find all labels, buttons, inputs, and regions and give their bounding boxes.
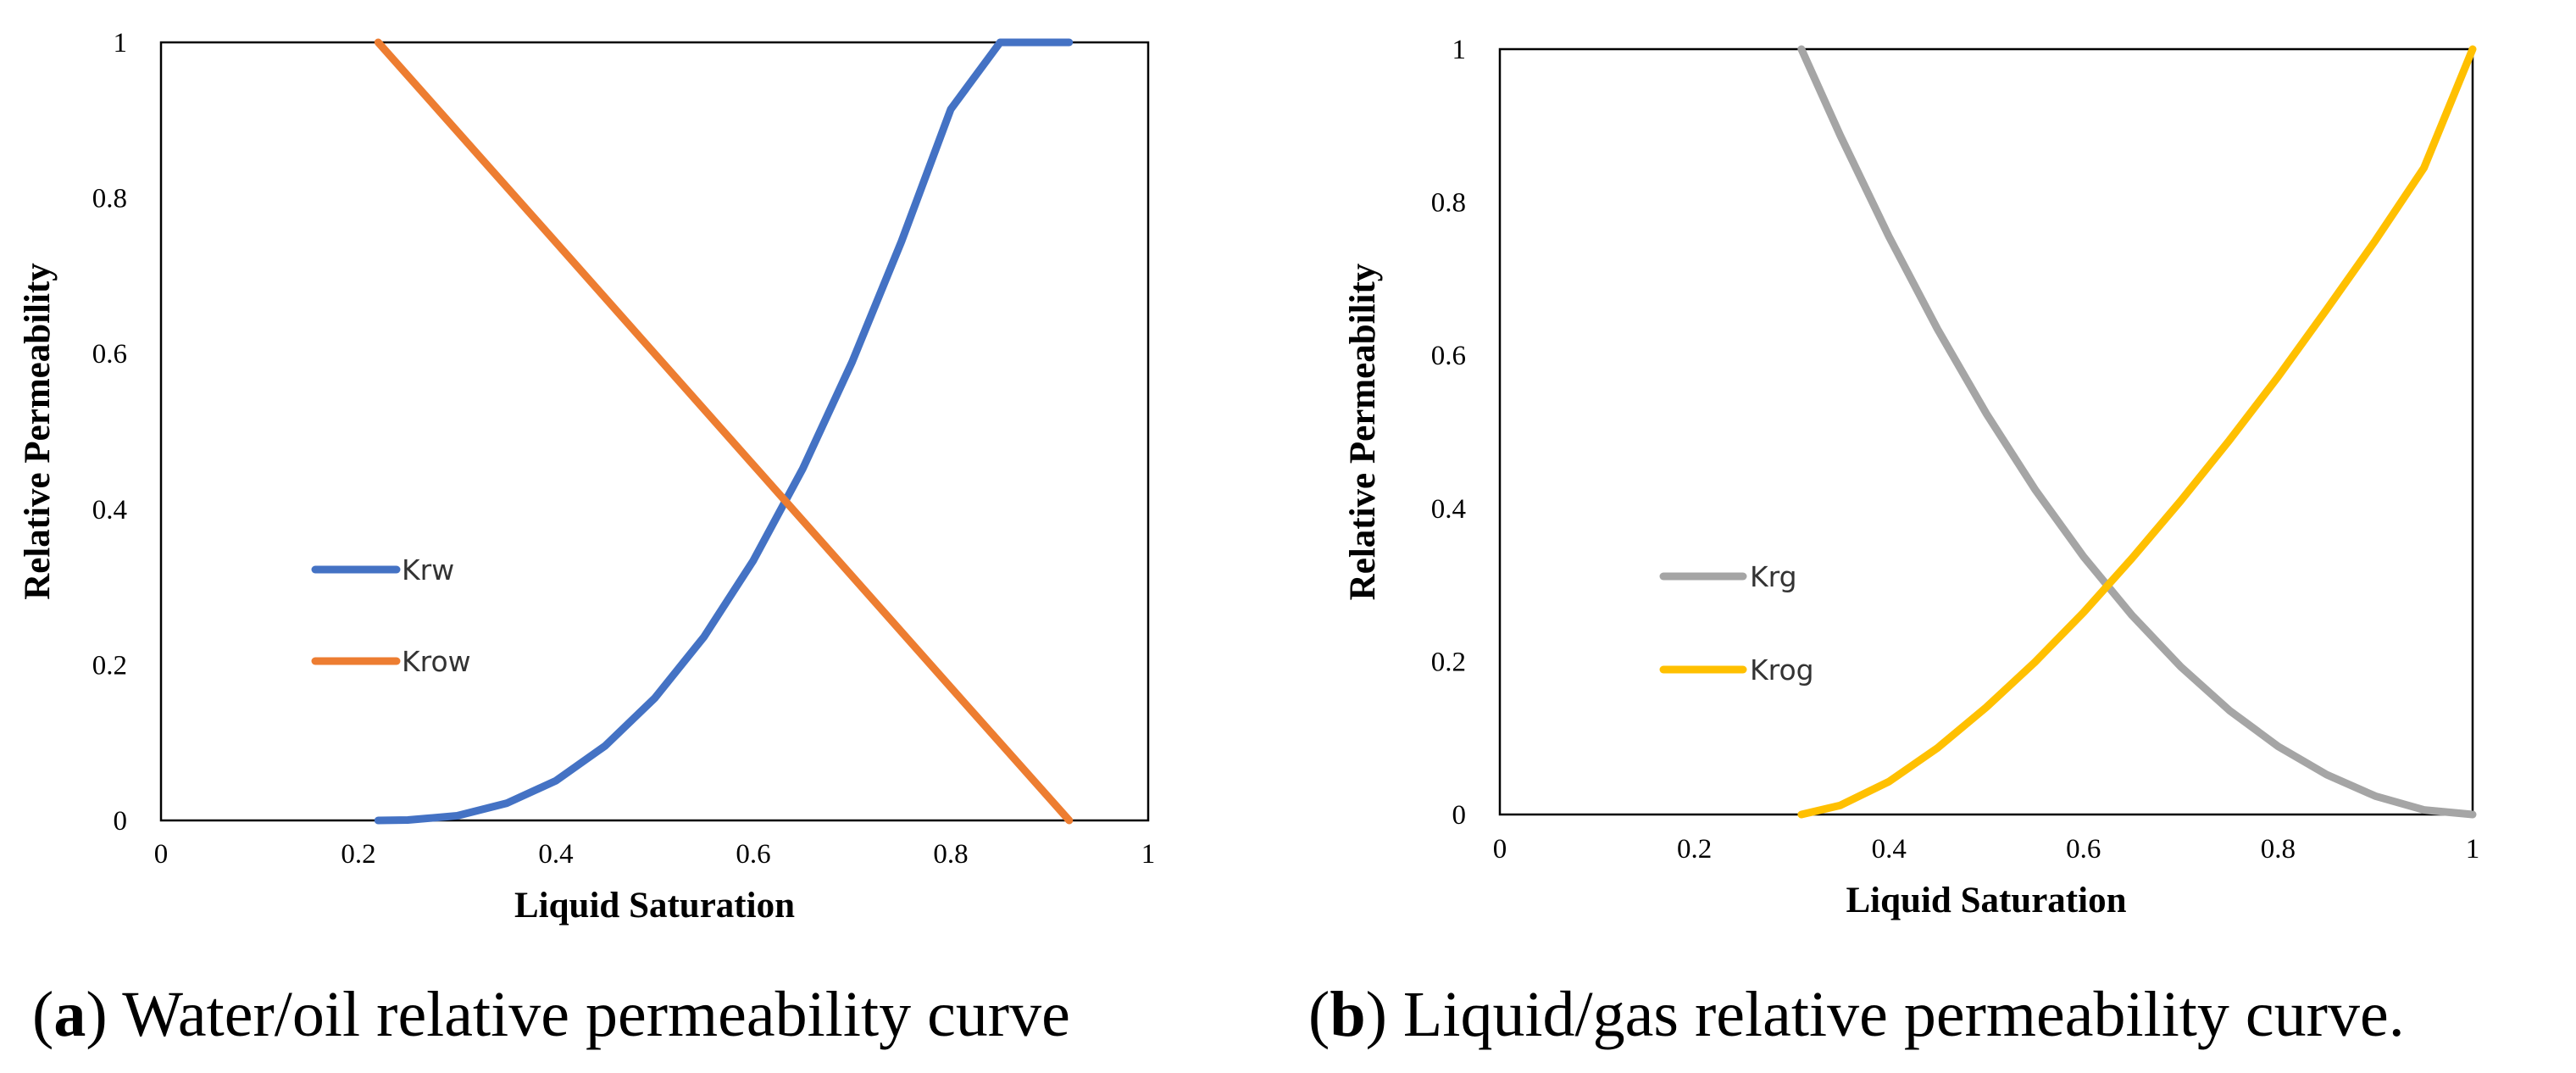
y-axis-title: Relative Permeability bbox=[18, 263, 58, 600]
legend-entry-krg: Krg bbox=[1659, 560, 1797, 593]
legend-label-krog: Krog bbox=[1750, 653, 1814, 687]
caption-open-paren: ( bbox=[1308, 979, 1330, 1050]
x-tick-label: 0 bbox=[1493, 834, 1507, 865]
x-tick-label: 0.2 bbox=[1677, 834, 1712, 865]
figure-caption: (b) Liquid/gas relative permeability cur… bbox=[1308, 979, 2405, 1050]
x-tick-label: 0.4 bbox=[1872, 834, 1907, 865]
caption-open-paren: ( bbox=[32, 979, 53, 1050]
plot-frame bbox=[159, 41, 1150, 822]
y-tick-label: 0 bbox=[1452, 800, 1467, 831]
x-axis-title: Liquid Saturation bbox=[1846, 881, 2127, 920]
y-tick-label: 0.2 bbox=[92, 650, 127, 681]
x-tick-label: 0.6 bbox=[2066, 834, 2101, 865]
plot-frame bbox=[1498, 47, 2474, 816]
caption-close-paren: ) bbox=[86, 979, 107, 1050]
legend-entry-krog: Krog bbox=[1659, 653, 1814, 687]
y-tick-label: 0.8 bbox=[1431, 188, 1466, 219]
caption-description: Liquid/gas relative permeability curve. bbox=[1387, 979, 2405, 1050]
series-line-krow bbox=[374, 38, 1074, 825]
charts-layer: 0 0.2 0.4 0.6 0.8 1 0 0.2 0.4 0.6 0.8 1 Liquid Satur… bbox=[18, 28, 2479, 1050]
x-tick-label: 0.6 bbox=[736, 839, 770, 870]
x-tick-label: 1 bbox=[1141, 839, 1156, 870]
chart-panel-b: 0 0.2 0.4 0.6 0.8 1 0 0.2 0.4 0.6 0.8 1 Liquid Satur… bbox=[1308, 35, 2479, 1050]
legend-entry-krow: Krow bbox=[311, 645, 471, 678]
x-tick-label: 0.4 bbox=[538, 839, 573, 870]
y-tick-label: 0.4 bbox=[1431, 494, 1466, 525]
figure-caption: (a) Water/oil relative permeability curv… bbox=[32, 979, 1070, 1050]
chart-panel-a: 0 0.2 0.4 0.6 0.8 1 0 0.2 0.4 0.6 0.8 1 Liquid Satur… bbox=[18, 28, 1155, 1050]
legend-entry-krw: Krw bbox=[311, 553, 454, 587]
x-tick-label: 0.8 bbox=[2261, 834, 2296, 865]
caption-panel-letter: b bbox=[1330, 979, 1365, 1050]
y-tick-label: 0 bbox=[114, 806, 128, 837]
y-tick-label: 0.2 bbox=[1431, 647, 1466, 677]
y-tick-label: 0.8 bbox=[92, 184, 127, 214]
y-axis-title: Relative Permeability bbox=[1343, 263, 1383, 600]
x-axis-title: Liquid Saturation bbox=[514, 886, 795, 926]
series-line-krw bbox=[374, 38, 1074, 825]
y-tick-label: 0.6 bbox=[92, 339, 127, 370]
legend-label-krg: Krg bbox=[1750, 560, 1797, 593]
x-tick-label: 0.8 bbox=[933, 839, 968, 870]
series-line-krg bbox=[1797, 45, 2477, 819]
x-tick-label: 1 bbox=[2466, 834, 2480, 865]
x-tick-label: 0 bbox=[154, 839, 169, 870]
y-tick-label: 1 bbox=[114, 28, 128, 58]
caption-panel-letter: a bbox=[53, 979, 86, 1050]
legend-label-krow: Krow bbox=[402, 645, 471, 678]
series-line-krog bbox=[1797, 45, 2477, 819]
x-tick-label: 0.2 bbox=[341, 839, 375, 870]
caption-close-paren: ) bbox=[1366, 979, 1387, 1050]
y-tick-label: 0.6 bbox=[1431, 341, 1466, 371]
y-tick-label: 1 bbox=[1452, 35, 1467, 65]
y-tick-label: 0.4 bbox=[92, 495, 127, 525]
caption-description: Water/oil relative permeability curve bbox=[108, 979, 1070, 1050]
legend-label-krw: Krw bbox=[402, 553, 454, 587]
